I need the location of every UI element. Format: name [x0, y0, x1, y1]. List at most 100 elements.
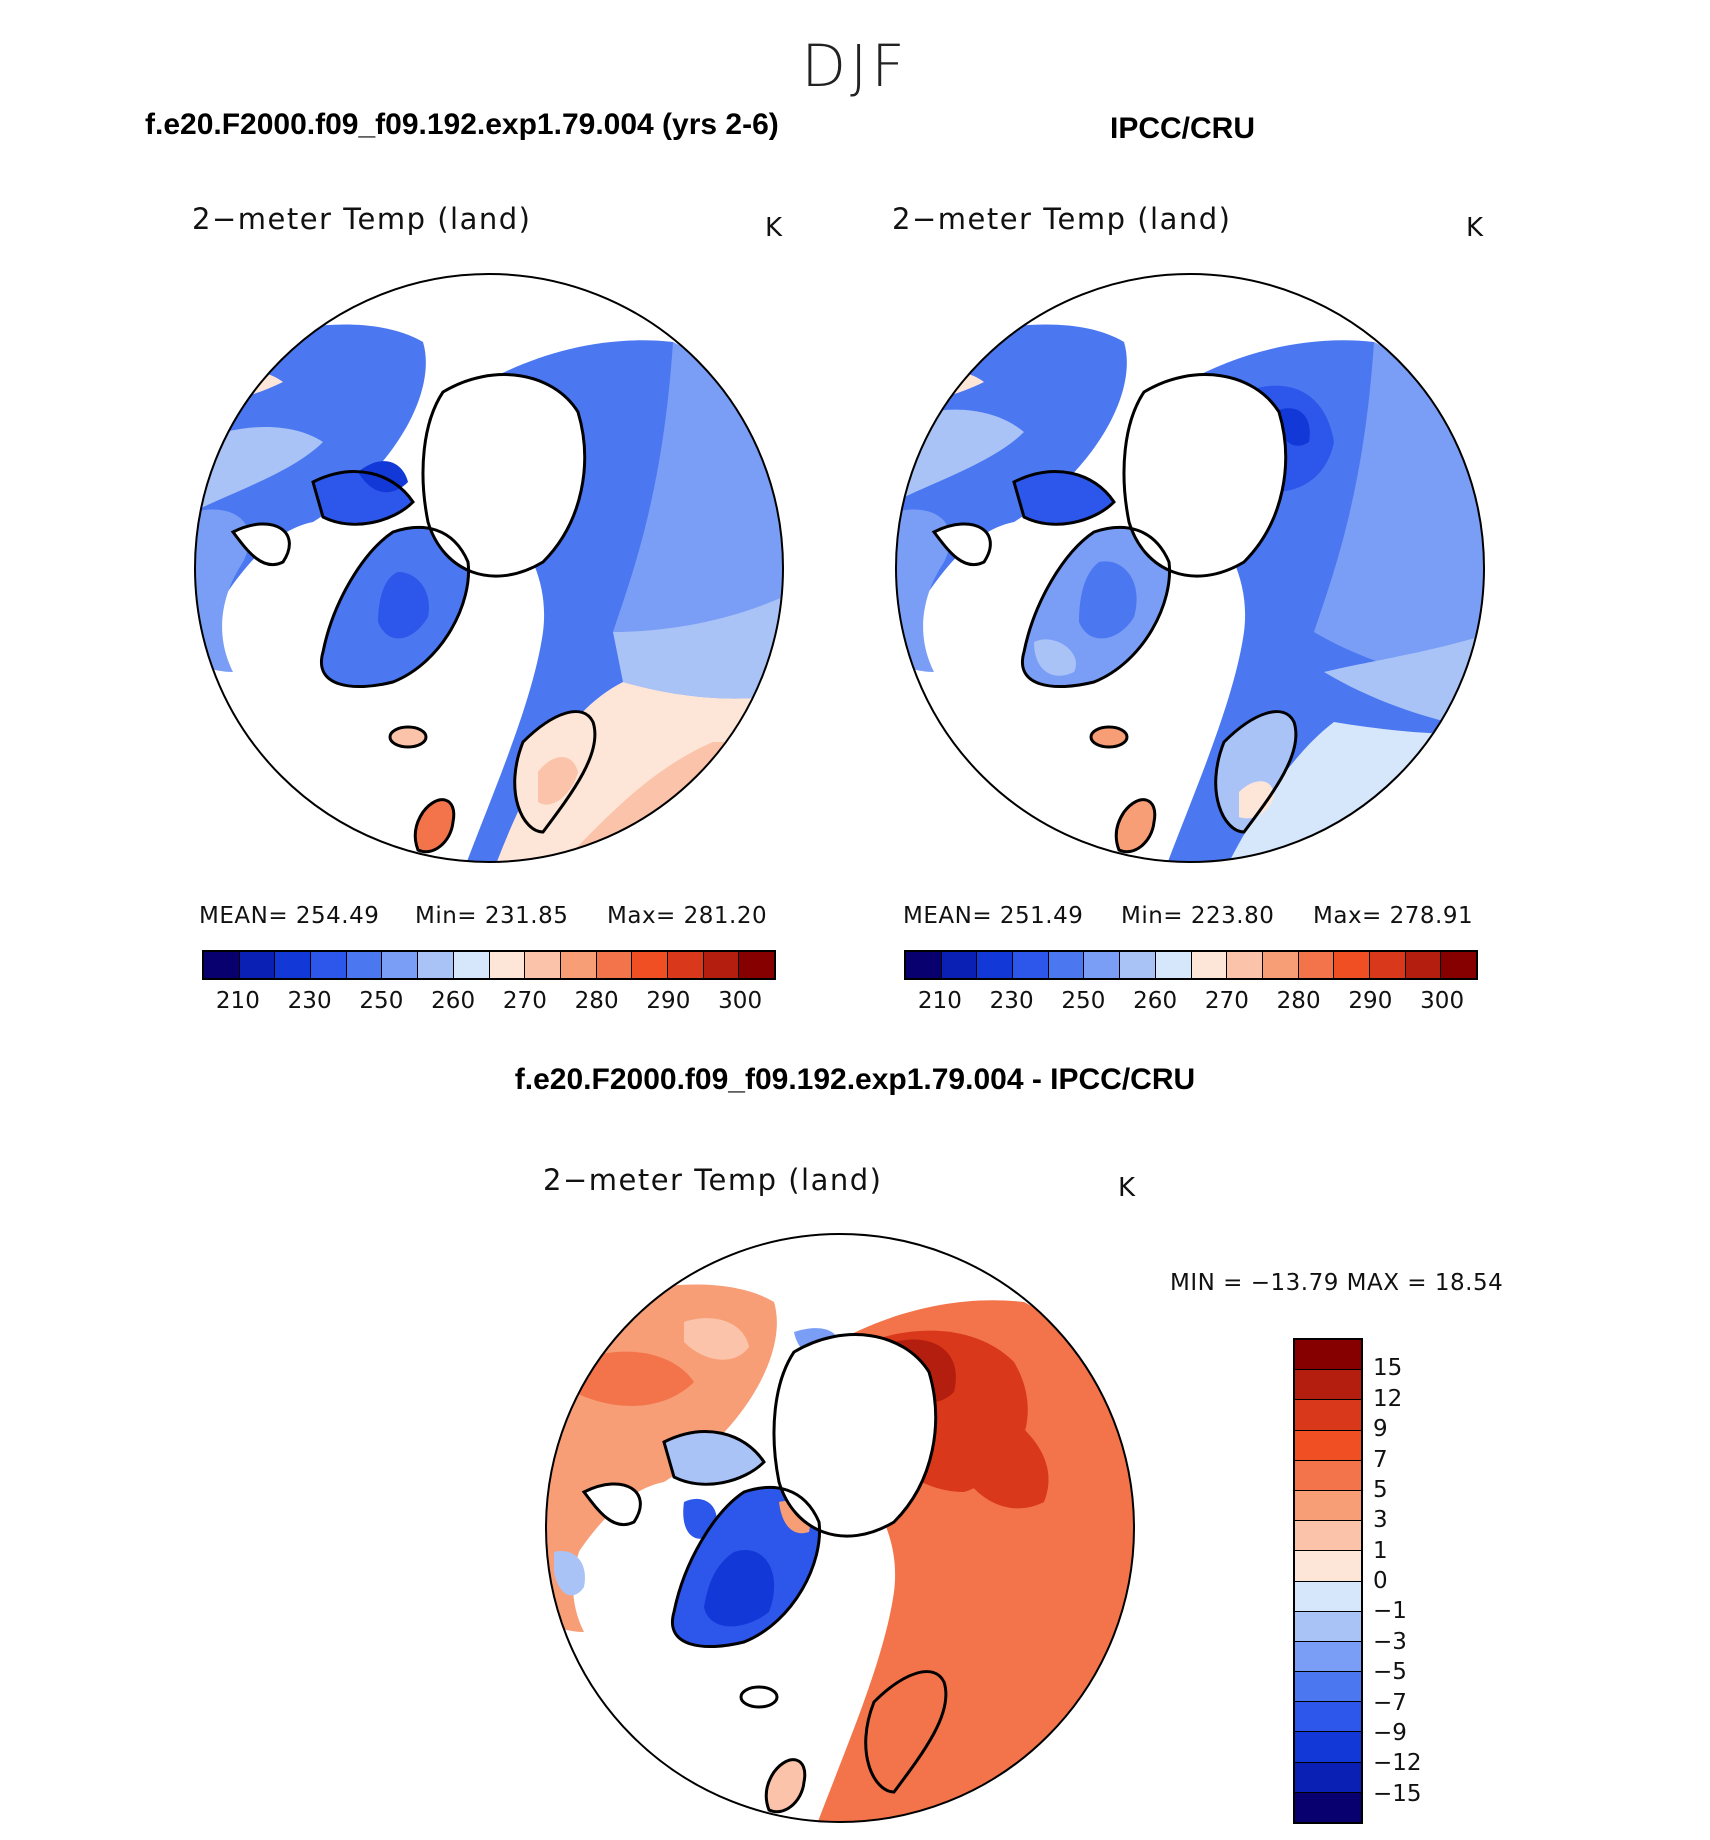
- diff-panel-colorbar-tick-label: 9: [1373, 1416, 1388, 1443]
- panel-2-colorbar-swatch: [1262, 952, 1299, 978]
- panel-1-colorbar-swatch: [418, 952, 454, 978]
- panel-1-colorbar-tick-label: 250: [359, 988, 404, 1014]
- panel-2-colorbar-tick-label: 290: [1348, 988, 1393, 1014]
- diff-panel-units: K: [1118, 1173, 1136, 1203]
- diff-panel-colorbar-swatch: [1295, 1732, 1361, 1763]
- diff-title: f.e20.F2000.f09_f09.192.exp1.79.004 - IP…: [514, 1063, 1196, 1096]
- panel-1-colorbar-tick-label: 210: [215, 988, 260, 1014]
- diff-panel-colorbar-tick-label: 1: [1373, 1537, 1388, 1564]
- panel-1-colorbar-tick-label: 270: [502, 988, 547, 1014]
- panel-1-colorbar-tick-label: 280: [574, 988, 619, 1014]
- panel-1-colorbar-tick-label: 300: [718, 988, 763, 1014]
- diff-panel-colorbar-swatch: [1295, 1702, 1361, 1733]
- obs-title: IPCC/CRU: [1110, 112, 1256, 145]
- panel-2-colorbar-ticks: 210 230 250 260 270 280 290 300: [904, 988, 1478, 1018]
- panel-1-colorbar-swatch: [560, 952, 597, 978]
- diff-panel-colorbar-swatch: [1295, 1400, 1361, 1431]
- diff-panel-colorbar-swatch: [1295, 1581, 1361, 1612]
- panel-1-map: [194, 273, 784, 863]
- panel-2-colorbar-swatch: [1441, 952, 1476, 978]
- panel-2-colorbar-swatch: [1298, 952, 1335, 978]
- diff-panel-colorbar-tick-label: 3: [1373, 1507, 1388, 1534]
- case-title: f.e20.F2000.f09_f09.192.exp1.79.004 (yrs…: [145, 108, 779, 141]
- diff-panel-colorbar-tick-label: −15: [1373, 1780, 1422, 1807]
- panel-2-title: 2−meter Temp (land): [892, 202, 1232, 236]
- diff-panel-colorbar-swatch: [1295, 1521, 1361, 1552]
- panel-2-colorbar-tick-label: 260: [1133, 988, 1178, 1014]
- panel-1-colorbar-tick-label: 230: [287, 988, 332, 1014]
- panel-2-max: Max= 278.91: [1313, 903, 1474, 929]
- panel-2-colorbar-tick-label: 230: [989, 988, 1034, 1014]
- diff-panel-colorbar-tick-label: −1: [1373, 1598, 1407, 1625]
- diff-panel-colorbar-tick-label: −9: [1373, 1719, 1407, 1746]
- diff-panel-colorbar-ticks: 15 12 9 7 5 3 1 0 −1 −3 −5 −7 −9 −12 −15: [1373, 1338, 1463, 1824]
- panel-1-colorbar-swatch: [596, 952, 633, 978]
- panel-1-colorbar-swatch: [453, 952, 490, 978]
- panel-1-colorbar: [202, 950, 776, 980]
- diff-panel-colorbar-swatch: [1295, 1762, 1361, 1793]
- diff-panel-colorbar-swatch: [1295, 1672, 1361, 1703]
- panel-2-map: [895, 273, 1485, 863]
- panel-2-colorbar-swatch: [1334, 952, 1370, 978]
- panel-2-colorbar-tick-label: 250: [1061, 988, 1106, 1014]
- panel-1-max: Max= 281.20: [607, 903, 768, 929]
- panel-2-colorbar-tick-label: 280: [1276, 988, 1321, 1014]
- panel-1-min: Min= 231.85: [415, 903, 569, 929]
- diff-panel-colorbar-tick-label: −12: [1373, 1750, 1422, 1777]
- panel-2-colorbar-tick-label: 300: [1420, 988, 1465, 1014]
- panel-2-colorbar-swatch: [906, 952, 942, 978]
- panel-2-units: K: [1466, 213, 1484, 243]
- panel-1-units: K: [765, 213, 783, 243]
- diff-panel-colorbar-tick-label: −3: [1373, 1628, 1407, 1655]
- diff-panel-colorbar-tick-label: −7: [1373, 1689, 1407, 1716]
- diff-panel-colorbar-swatch: [1295, 1611, 1361, 1642]
- panel-2-min: Min= 223.80: [1121, 903, 1275, 929]
- diff-panel-colorbar: [1293, 1338, 1363, 1824]
- panel-2-colorbar-swatch: [941, 952, 978, 978]
- panel-1-colorbar-swatch: [239, 952, 276, 978]
- diff-panel-colorbar-swatch: [1295, 1792, 1361, 1822]
- panel-2-colorbar-swatch: [1191, 952, 1228, 978]
- panel-2-colorbar-swatch: [1155, 952, 1192, 978]
- season-title: DJF: [801, 32, 909, 100]
- panel-1-colorbar-swatch: [204, 952, 240, 978]
- panel-2-mean: MEAN= 251.49: [903, 903, 1084, 929]
- panel-2-colorbar-tick-label: 210: [917, 988, 962, 1014]
- panel-1-colorbar-swatch: [525, 952, 561, 978]
- diff-panel-colorbar-swatch: [1295, 1460, 1361, 1491]
- diff-panel-colorbar-swatch: [1295, 1490, 1361, 1522]
- panel-1-colorbar-swatch: [346, 952, 383, 978]
- panel-1-mean: MEAN= 254.49: [199, 903, 380, 929]
- panel-1-colorbar-tick-label: 290: [646, 988, 691, 1014]
- panel-1-colorbar-tick-label: 260: [431, 988, 476, 1014]
- panel-1-title: 2−meter Temp (land): [192, 202, 532, 236]
- panel-2-colorbar-swatch: [1013, 952, 1049, 978]
- panel-1-colorbar-swatch: [632, 952, 668, 978]
- diff-panel-colorbar-tick-label: 15: [1373, 1355, 1403, 1382]
- panel-2-colorbar-swatch: [1120, 952, 1156, 978]
- panel-1-colorbar-swatch: [739, 952, 774, 978]
- panel-2-colorbar-swatch: [1227, 952, 1263, 978]
- diff-panel-minmax: MIN = −13.79 MAX = 18.54: [1170, 1270, 1504, 1296]
- panel-1-colorbar-swatch: [489, 952, 526, 978]
- panel-2-colorbar-swatch: [977, 952, 1014, 978]
- diff-panel-colorbar-swatch: [1295, 1641, 1361, 1673]
- diff-panel-colorbar-tick-label: 0: [1373, 1568, 1388, 1594]
- panel-1-colorbar-swatch: [275, 952, 312, 978]
- panel-2-colorbar-swatch: [1369, 952, 1406, 978]
- diff-panel-colorbar-swatch: [1295, 1370, 1361, 1401]
- panel-2-colorbar-swatch: [1405, 952, 1442, 978]
- panel-2-colorbar-swatch: [1048, 952, 1085, 978]
- diff-panel-colorbar-swatch: [1295, 1340, 1361, 1371]
- diff-panel-colorbar-swatch: [1295, 1551, 1361, 1582]
- diff-panel-colorbar-tick-label: 7: [1373, 1446, 1388, 1473]
- panel-1-colorbar-swatch: [703, 952, 740, 978]
- panel-1-colorbar-swatch: [382, 952, 419, 978]
- diff-panel-title: 2−meter Temp (land): [543, 1163, 883, 1197]
- panel-2-colorbar-tick-label: 270: [1204, 988, 1249, 1014]
- diff-panel-map: [545, 1233, 1135, 1823]
- diff-panel-colorbar-swatch: [1295, 1430, 1361, 1461]
- diff-panel-colorbar-tick-label: −5: [1373, 1659, 1407, 1686]
- panel-1-colorbar-swatch: [667, 952, 704, 978]
- panel-1-colorbar-ticks: 210 230 250 260 270 280 290 300: [202, 988, 776, 1018]
